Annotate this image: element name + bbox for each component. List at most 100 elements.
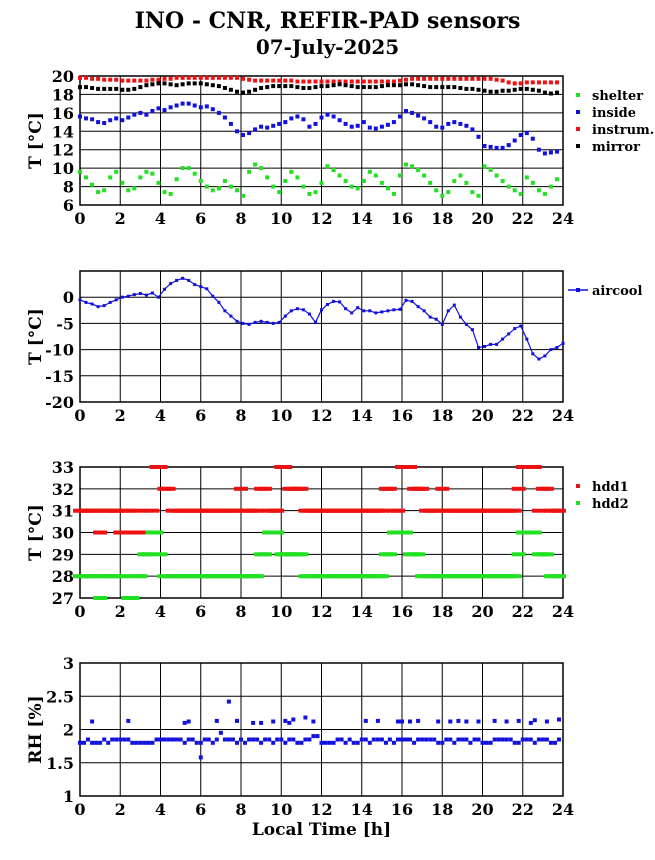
data-point — [192, 81, 197, 86]
data-point — [536, 737, 541, 742]
data-point — [494, 77, 499, 82]
data-point — [307, 191, 312, 196]
y-axis-label: T [°C] — [26, 504, 46, 561]
data-point — [408, 737, 412, 742]
data-point — [446, 76, 451, 81]
data-point — [367, 79, 372, 84]
data-point — [216, 75, 221, 80]
data-point — [150, 171, 155, 176]
data-point — [404, 77, 408, 82]
data-point — [331, 79, 336, 84]
y-tick-label: 31 — [52, 502, 74, 521]
data-point — [363, 737, 368, 742]
data-point — [527, 465, 542, 469]
data-point — [150, 740, 155, 745]
data-point — [367, 740, 372, 745]
x-tick-label: 20 — [471, 406, 493, 425]
y-tick-label: 0 — [63, 288, 74, 307]
data-point — [295, 79, 300, 84]
data-point — [548, 184, 553, 189]
data-point — [89, 574, 104, 579]
x-tick-label: 2 — [115, 406, 126, 425]
data-point — [383, 740, 388, 745]
data-point — [374, 311, 378, 315]
data-point — [331, 740, 336, 745]
data-point — [495, 342, 499, 346]
x-tick-label: 16 — [391, 602, 413, 621]
chart-title: INO - CNR, REFIR-PAD sensors — [134, 8, 521, 34]
data-point — [415, 486, 430, 491]
data-point — [528, 720, 533, 725]
data-point — [247, 77, 252, 82]
data-point — [198, 755, 203, 760]
data-point — [313, 79, 318, 84]
data-point — [234, 486, 248, 491]
data-point — [222, 179, 227, 183]
data-point — [168, 76, 173, 81]
data-point — [102, 86, 107, 91]
data-point — [448, 737, 453, 742]
data-point — [210, 75, 215, 80]
x-tick-label: 10 — [270, 602, 292, 621]
data-point — [199, 285, 203, 289]
data-point — [537, 357, 541, 361]
data-point — [428, 180, 433, 185]
data-point — [428, 85, 433, 90]
data-point — [319, 79, 324, 84]
data-point — [211, 294, 215, 298]
data-point — [410, 110, 415, 115]
data-point — [289, 78, 294, 83]
data-point — [530, 80, 535, 85]
data-point — [512, 740, 517, 745]
legend-marker — [576, 110, 580, 114]
data-point — [144, 83, 149, 88]
data-point — [271, 78, 276, 83]
x-tick-label: 8 — [235, 800, 246, 819]
data-point — [114, 116, 119, 121]
data-point — [470, 127, 475, 132]
data-point — [156, 180, 161, 185]
data-point — [511, 552, 526, 557]
legend-label: instrum. — [592, 123, 654, 138]
data-point — [84, 300, 88, 304]
data-point — [247, 89, 252, 94]
x-tick-label: 24 — [552, 406, 574, 425]
data-point — [314, 320, 317, 324]
data-point — [96, 190, 101, 195]
data-point — [361, 85, 366, 90]
data-point — [416, 76, 421, 81]
data-point — [102, 304, 106, 308]
data-point — [180, 82, 185, 87]
x-tick-label: 22 — [512, 406, 534, 425]
data-point — [186, 719, 191, 724]
data-point — [416, 113, 421, 118]
data-point — [144, 112, 149, 117]
data-point — [156, 81, 161, 86]
data-point — [126, 87, 131, 92]
data-point — [337, 173, 342, 178]
data-point — [332, 299, 336, 303]
y-tick-label: 20 — [52, 67, 74, 86]
data-point — [367, 169, 372, 174]
legend-label: inside — [592, 106, 636, 121]
x-tick-label: 18 — [431, 602, 453, 621]
data-point — [452, 303, 456, 307]
data-point — [359, 737, 364, 742]
data-point — [125, 596, 140, 600]
data-point — [108, 77, 113, 82]
data-point — [144, 169, 149, 174]
data-point — [241, 321, 245, 325]
data-point — [283, 718, 288, 723]
data-point — [319, 115, 324, 120]
data-point — [375, 718, 380, 723]
data-point — [174, 83, 179, 88]
data-point — [118, 737, 123, 742]
data-point — [549, 348, 553, 352]
data-point — [187, 278, 191, 282]
data-point — [129, 530, 144, 535]
data-point — [512, 81, 517, 86]
data-point — [527, 530, 542, 535]
data-point — [134, 740, 139, 745]
data-point — [283, 84, 288, 89]
data-point — [391, 740, 396, 745]
